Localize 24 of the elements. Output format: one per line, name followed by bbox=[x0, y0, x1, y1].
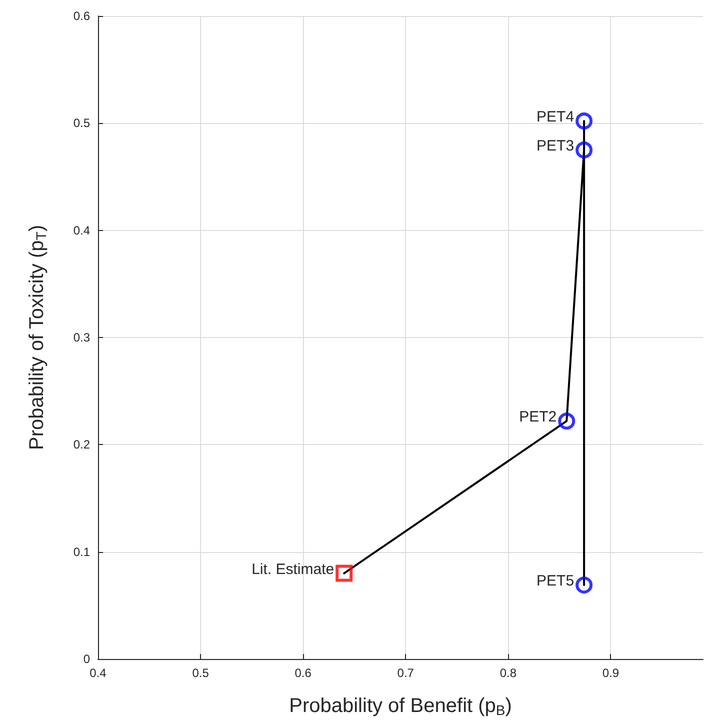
annotation: PET5 bbox=[536, 572, 574, 590]
y-tick-label: 0.2 bbox=[73, 438, 90, 452]
x-tick-label: 0.7 bbox=[397, 666, 414, 680]
y-tick-label: 0.1 bbox=[73, 544, 90, 559]
x-tick-label: 0.9 bbox=[602, 666, 620, 680]
annotation: PET3 bbox=[536, 137, 574, 154]
y-tick-label: 0 bbox=[83, 652, 90, 666]
x-tick-label: 0.6 bbox=[294, 666, 312, 680]
x-tick-label: 0.5 bbox=[192, 666, 210, 680]
x-tick-label: 0.8 bbox=[500, 666, 517, 680]
point bbox=[576, 576, 593, 594]
point bbox=[576, 112, 593, 130]
y-tick-label: 0.6 bbox=[73, 9, 90, 23]
point bbox=[336, 564, 353, 582]
point bbox=[558, 412, 576, 430]
annotation: PET4 bbox=[536, 108, 574, 126]
point bbox=[576, 141, 593, 158]
y-axis-title: Probability of Toxicity (pT) bbox=[26, 224, 49, 450]
y-tick-label: 0.4 bbox=[73, 223, 90, 238]
annotation: Lit. Estimate bbox=[252, 560, 334, 578]
y-tick-label: 0.3 bbox=[73, 330, 90, 344]
y-tick-label: 0.5 bbox=[73, 116, 90, 130]
x-tick-label: 0.4 bbox=[90, 666, 107, 680]
annotation: PET2 bbox=[519, 408, 557, 426]
